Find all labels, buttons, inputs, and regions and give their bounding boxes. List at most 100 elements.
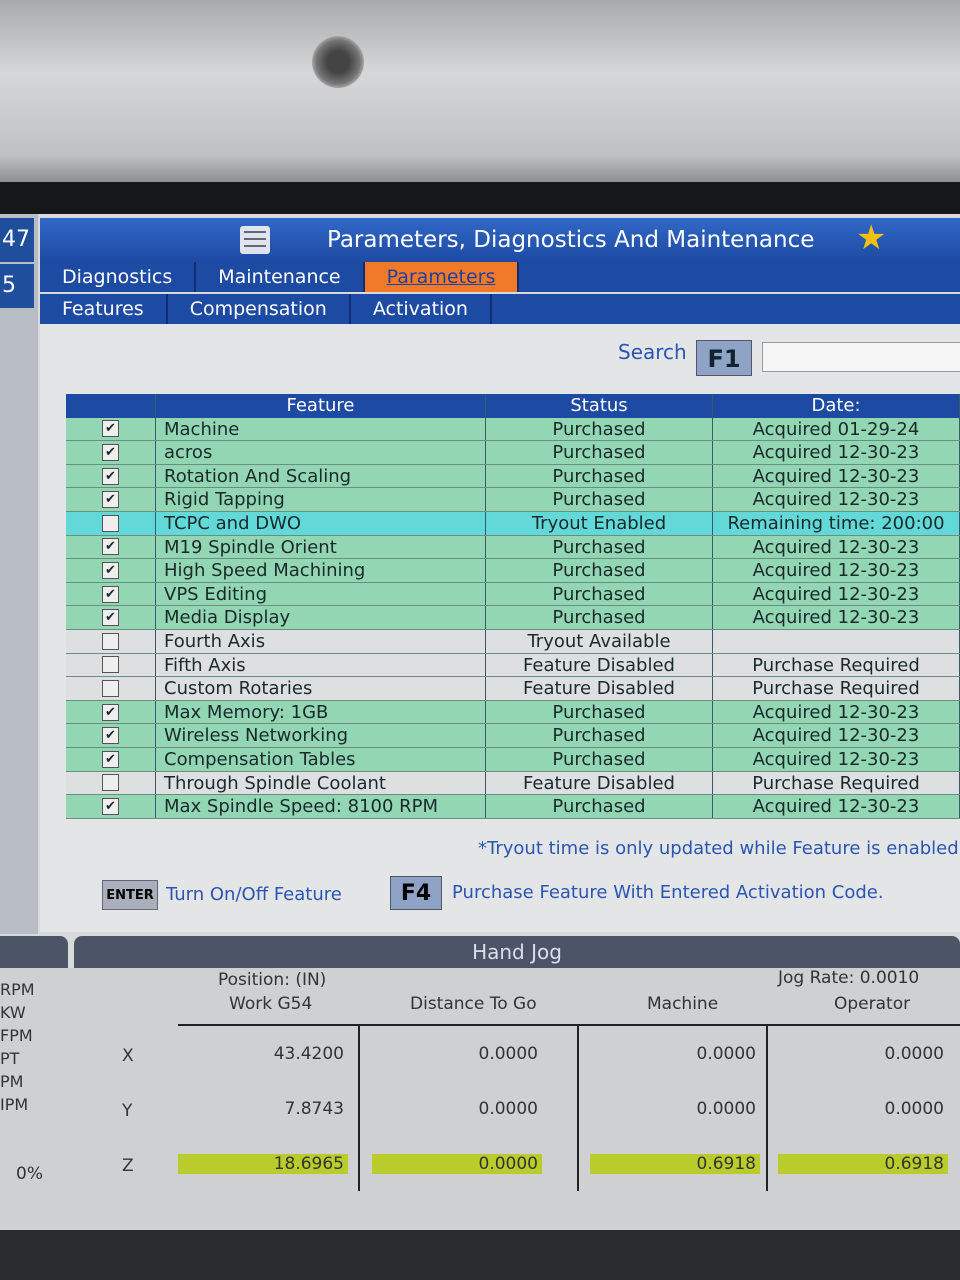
col-work: Work G54	[229, 994, 313, 1014]
feature-name: Fourth Axis	[156, 629, 486, 653]
tab-row-2: Features Compensation Activation	[40, 294, 960, 324]
tab-compensation[interactable]: Compensation	[168, 294, 351, 324]
checkbox[interactable]	[102, 679, 119, 697]
star-icon[interactable]: ★	[856, 218, 887, 258]
feature-name: Max Spindle Speed: 8100 RPM	[156, 795, 486, 818]
feature-status: Feature Disabled	[486, 771, 713, 795]
axis-value: 0.0000	[884, 1044, 944, 1064]
screw-icon	[312, 36, 364, 88]
page-title: Parameters, Diagnostics And Maintenance	[327, 227, 815, 253]
tab-parameters[interactable]: Parameters	[364, 262, 520, 292]
menu-icon[interactable]	[240, 226, 270, 254]
side-label: PT	[0, 1049, 20, 1068]
table-row[interactable]: ✔ Max Spindle Speed: 8100 RPM Purchased …	[66, 795, 960, 819]
checkbox[interactable]: ✔	[102, 561, 119, 579]
table-row[interactable]: ✔ Machine Purchased Acquired 01-29-24	[66, 417, 960, 442]
table-row[interactable]: Custom Rotaries Feature Disabled Purchas…	[66, 677, 960, 701]
checkbox[interactable]: ✔	[102, 703, 119, 721]
table-row[interactable]: ✔ Wireless Networking Purchased Acquired…	[66, 724, 960, 748]
feature-date: Acquired 12-30-23	[713, 795, 960, 818]
checkbox[interactable]: ✔	[102, 585, 119, 603]
table-row[interactable]: ✔ High Speed Machining Purchased Acquire…	[66, 559, 960, 583]
table-header: Feature Status Date:	[66, 394, 960, 418]
feature-status: Purchased	[486, 417, 713, 441]
side-label: RPM	[0, 980, 35, 999]
enter-label: Turn On/Off Feature	[166, 884, 342, 905]
enter-key[interactable]: ENTER	[102, 880, 158, 910]
header-feature: Feature	[156, 394, 486, 418]
col-distance: Distance To Go	[410, 994, 537, 1014]
feature-date: Acquired 12-30-23	[713, 464, 960, 488]
f4-key[interactable]: F4	[390, 876, 442, 910]
tab-features[interactable]: Features	[40, 294, 168, 324]
table-row[interactable]: ✔ Max Memory: 1GB Purchased Acquired 12-…	[66, 700, 960, 725]
f4-label: Purchase Feature With Entered Activation…	[452, 882, 884, 903]
jog-rate: Jog Rate: 0.0010	[778, 968, 920, 988]
table-row[interactable]: ✔ VPS Editing Purchased Acquired 12-30-2…	[66, 582, 960, 607]
position-label: Position: (IN)	[218, 970, 327, 990]
feature-name: M19 Spindle Orient	[156, 535, 486, 559]
axis-value: 0.0000	[372, 1154, 542, 1174]
feature-name: Custom Rotaries	[156, 677, 486, 700]
f1-key[interactable]: F1	[696, 340, 752, 376]
table-row[interactable]: ✔ M19 Spindle Orient Purchased Acquired …	[66, 535, 960, 560]
table-row[interactable]: Fifth Axis Feature Disabled Purchase Req…	[66, 653, 960, 678]
feature-name: Rotation And Scaling	[156, 464, 486, 488]
side-label: IPM	[0, 1095, 29, 1114]
feature-name: Fifth Axis	[156, 653, 486, 677]
feature-date: Acquired 12-30-23	[713, 606, 960, 629]
tab-activation[interactable]: Activation	[351, 294, 492, 324]
features-table: Feature Status Date: ✔ Machine Purchased…	[66, 394, 960, 819]
feature-date: Acquired 12-30-23	[713, 700, 960, 724]
feature-status: Purchased	[486, 700, 713, 724]
feature-date: Purchase Required	[713, 771, 960, 795]
checkbox[interactable]	[102, 656, 119, 674]
feature-date: Acquired 12-30-23	[713, 724, 960, 747]
axis-label: Z	[122, 1156, 134, 1176]
checkbox[interactable]: ✔	[102, 443, 119, 461]
checkbox[interactable]	[102, 514, 119, 532]
feature-date: Purchase Required	[713, 653, 960, 677]
left-panel: 47 5	[0, 214, 38, 934]
checkbox[interactable]: ✔	[102, 727, 119, 745]
table-row[interactable]: ✔ Rigid Tapping Purchased Acquired 12-30…	[66, 488, 960, 512]
feature-status: Purchased	[486, 582, 713, 606]
checkbox[interactable]: ✔	[102, 538, 119, 556]
checkbox[interactable]: ✔	[102, 491, 119, 509]
table-row[interactable]: ✔ acros Purchased Acquired 12-30-23	[66, 441, 960, 465]
checkbox[interactable]: ✔	[102, 750, 119, 768]
search-input[interactable]	[762, 342, 960, 372]
side-label: PM	[0, 1072, 24, 1091]
table-row[interactable]: Fourth Axis Tryout Available	[66, 629, 960, 654]
axis-value: 7.8743	[284, 1099, 344, 1119]
table-row[interactable]: ✔ Media Display Purchased Acquired 12-30…	[66, 606, 960, 630]
checkbox[interactable]	[102, 632, 119, 650]
header-status: Status	[486, 394, 713, 418]
checkbox[interactable]: ✔	[102, 609, 119, 627]
axis-value: 43.4200	[273, 1044, 344, 1064]
feature-name: Through Spindle Coolant	[156, 771, 486, 795]
feature-status: Purchased	[486, 747, 713, 771]
header-date: Date:	[713, 394, 960, 418]
search-label: Search	[618, 340, 687, 364]
checkbox[interactable]: ✔	[102, 797, 119, 815]
checkbox[interactable]: ✔	[102, 467, 119, 485]
table-row[interactable]: ✔ Rotation And Scaling Purchased Acquire…	[66, 464, 960, 489]
table-row[interactable]: TCPC and DWO Tryout Enabled Remaining ti…	[66, 511, 960, 536]
feature-date: Acquired 01-29-24	[713, 417, 960, 441]
tryout-note: *Tryout time is only updated while Featu…	[478, 838, 959, 859]
checkbox[interactable]: ✔	[102, 420, 119, 438]
tab-maintenance[interactable]: Maintenance	[196, 262, 365, 292]
feature-date: Acquired 12-30-23	[713, 747, 960, 771]
tab-diagnostics[interactable]: Diagnostics	[40, 262, 197, 292]
feature-name: Media Display	[156, 606, 486, 629]
feature-date: Acquired 12-30-23	[713, 535, 960, 559]
feature-status: Purchased	[486, 441, 713, 464]
feature-name: Machine	[156, 417, 486, 441]
table-row[interactable]: ✔ Compensation Tables Purchased Acquired…	[66, 747, 960, 772]
table-row[interactable]: Through Spindle Coolant Feature Disabled…	[66, 771, 960, 796]
checkbox[interactable]	[102, 774, 119, 792]
feature-status: Feature Disabled	[486, 653, 713, 677]
axis-value: 0.0000	[696, 1099, 756, 1119]
axis-value: 18.6965	[178, 1154, 348, 1174]
